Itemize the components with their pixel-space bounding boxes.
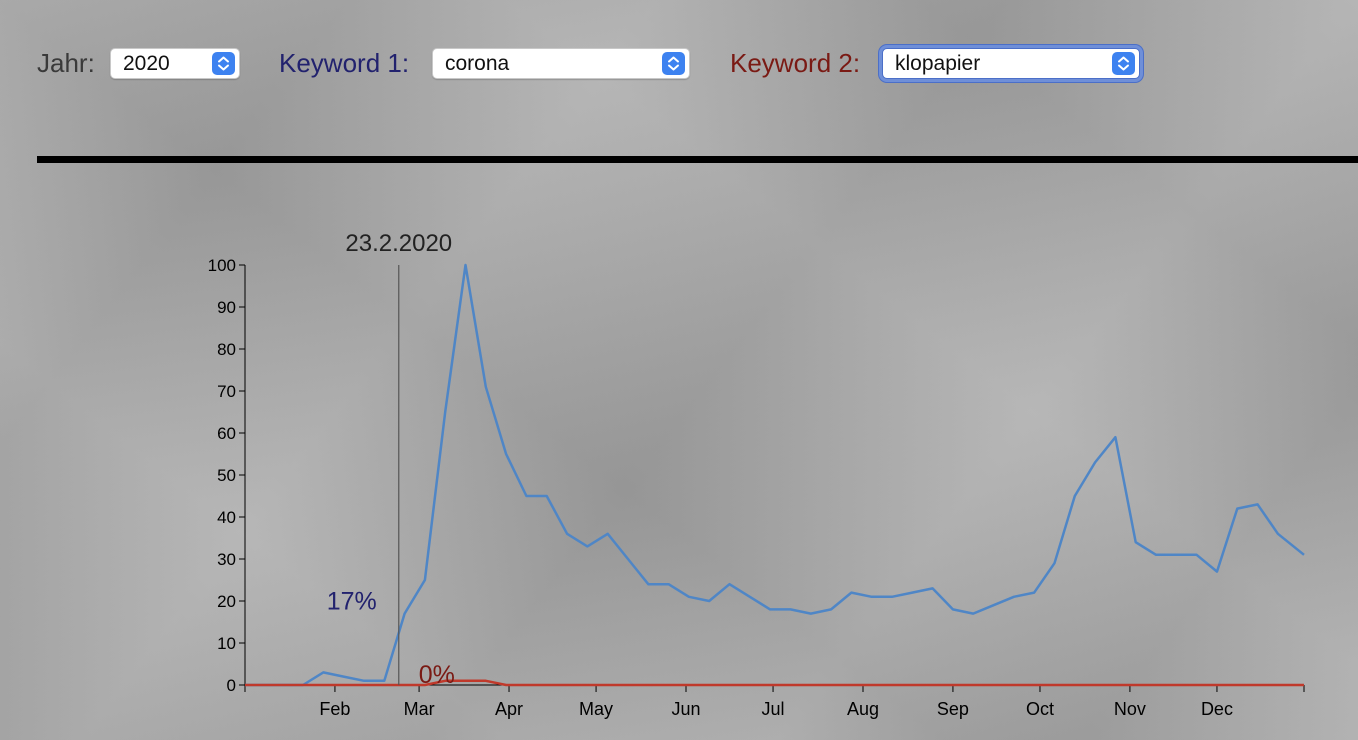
x-tick-label: Dec [1201, 699, 1233, 719]
keyword2-label: Keyword 2: [730, 48, 861, 78]
keyword2-select[interactable]: klopapier [882, 48, 1140, 79]
y-tick-label: 70 [217, 382, 236, 401]
y-tick-label: 90 [217, 298, 236, 317]
x-tick-label: Nov [1114, 699, 1146, 719]
cursor-series2-value: 0% [419, 661, 455, 689]
keyword1-label: Keyword 1: [279, 48, 410, 78]
y-axis: 0 10 20 30 40 50 60 70 80 90 100 [208, 256, 246, 695]
x-tick-label: Oct [1026, 699, 1054, 719]
keyword1-select[interactable]: corona [432, 48, 690, 79]
y-tick-label: 20 [217, 592, 236, 611]
keyword2-select-value: klopapier [895, 52, 981, 75]
keyword1-select-value: corona [445, 52, 510, 75]
y-tick-label: 100 [208, 256, 236, 275]
x-tick-label: May [579, 699, 613, 719]
x-tick-label: Apr [495, 699, 523, 719]
x-tick-label: Mar [404, 699, 435, 719]
up-down-chevron-icon [1112, 52, 1135, 75]
year-select-value: 2020 [123, 52, 170, 75]
year-select[interactable]: 2020 [110, 48, 240, 79]
cursor-date-label: 23.2.2020 [345, 230, 452, 257]
x-tick-label: Aug [847, 699, 879, 719]
x-tick-label: Jul [762, 699, 785, 719]
series-layer [245, 263, 1305, 687]
y-tick-label: 0 [227, 676, 236, 695]
x-tick-label: Jun [671, 699, 700, 719]
x-tick-label: Feb [319, 699, 350, 719]
series-line-corona [245, 263, 1305, 687]
y-tick-label: 50 [217, 466, 236, 485]
controls-bar: Jahr: 2020 Keyword 1: corona Keyword 2: … [0, 0, 1358, 110]
x-axis: Feb Mar Apr May Jun Jul Aug Sep Oct Nov Dec [244, 684, 1305, 719]
up-down-chevron-icon [662, 52, 685, 75]
y-tick-label: 60 [217, 424, 236, 443]
divider-bar [37, 156, 1358, 163]
y-tick-label: 40 [217, 508, 236, 527]
hover-cursor: 23.2.2020 17% 0% [327, 230, 455, 689]
cursor-series1-value: 17% [327, 588, 377, 616]
y-tick-label: 80 [217, 340, 236, 359]
y-tick-label: 10 [217, 634, 236, 653]
up-down-chevron-icon [212, 52, 235, 75]
series-line-klopapier [245, 679, 1304, 687]
y-tick-label: 30 [217, 550, 236, 569]
year-label: Jahr: [37, 48, 95, 78]
x-tick-label: Sep [937, 699, 969, 719]
